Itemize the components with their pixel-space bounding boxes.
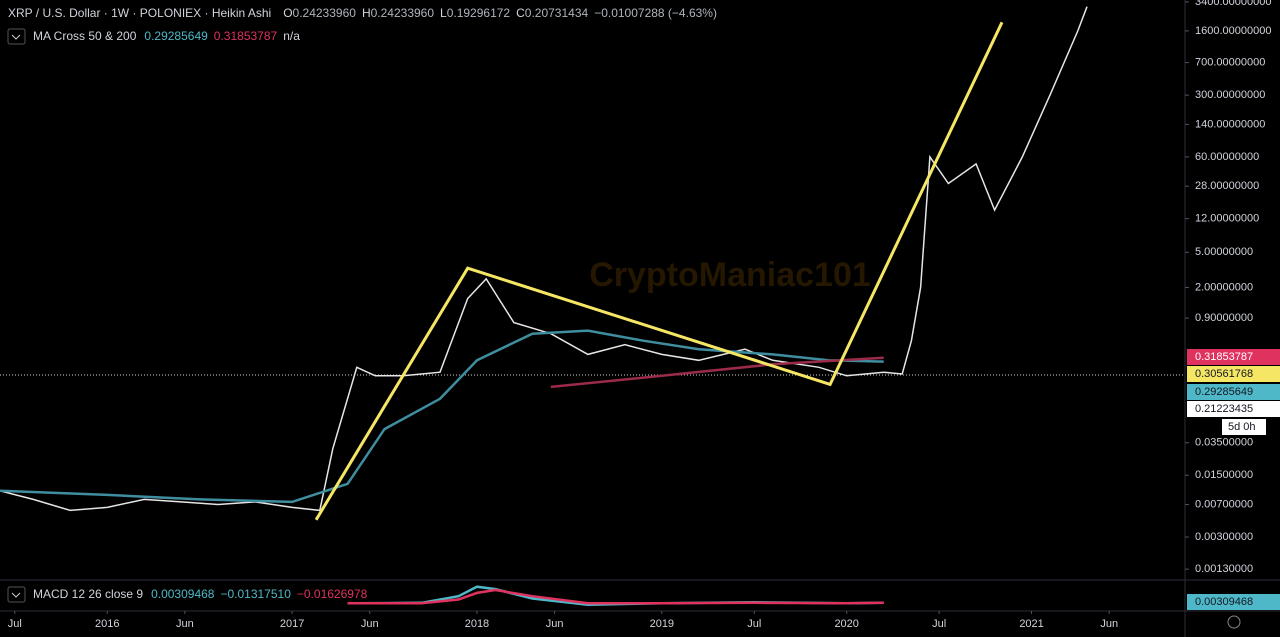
change: −0.01007288 (−4.63%) — [594, 6, 717, 20]
x-tick-label: 2019 — [650, 618, 674, 630]
chevron — [11, 34, 21, 40]
ohlc-key: H — [362, 6, 371, 20]
series-line — [0, 329, 884, 504]
x-tick-label: Jun — [1100, 618, 1118, 630]
x-tick-label: 2021 — [1019, 618, 1043, 630]
price-tag-label: 0.29285649 — [1195, 386, 1253, 398]
ohlc-value: 0.19296172 — [447, 6, 511, 20]
price-tag — [1187, 366, 1280, 382]
x-tick-label: Jun — [361, 618, 379, 630]
y-tick-label: 0.00700000 — [1195, 498, 1253, 510]
x-tick-label: Jul — [747, 618, 761, 630]
price-tag-label: 0.31853787 — [1195, 351, 1253, 363]
price-tag-label: 0.21223435 — [1195, 403, 1253, 415]
price-tag-label: 0.30561768 — [1195, 368, 1253, 380]
x-tick-label: 2017 — [280, 618, 304, 630]
series-line — [550, 356, 884, 389]
legend-value: 0.31853787 — [214, 29, 278, 43]
ohlc-value: 0.20731434 — [525, 6, 589, 20]
x-tick-label: Jul — [8, 618, 22, 630]
series-line — [0, 6, 1088, 512]
y-tick-label: 300.00000000 — [1195, 89, 1265, 101]
settings-icon[interactable] — [1227, 615, 1241, 629]
x-tick-label: 2020 — [834, 618, 858, 630]
chevron — [11, 592, 21, 598]
price-tag-label: 5d 0h — [1228, 421, 1256, 433]
legend-title: MACD 12 26 close 9 — [33, 587, 143, 601]
price-tag-label: 0.00309468 — [1195, 596, 1253, 608]
y-tick-label: 0.01500000 — [1195, 469, 1253, 481]
y-tick-label: 140.00000000 — [1195, 118, 1265, 130]
legend-value: 0.00309468 — [151, 587, 215, 601]
collapse-button[interactable] — [7, 28, 26, 45]
y-tick-label: 0.00130000 — [1195, 563, 1253, 575]
collapse-button[interactable] — [7, 586, 26, 603]
ohlc-value: 0.24233960 — [293, 6, 357, 20]
y-tick-label: 1600.00000000 — [1195, 25, 1271, 37]
y-tick-label: 3400.00000000 — [1195, 0, 1271, 8]
series-line — [347, 588, 884, 605]
price-tag — [1187, 349, 1280, 365]
legend-value: −0.01317510 — [220, 587, 291, 601]
ohlc-key: L — [440, 6, 447, 20]
y-tick-label: 0.00300000 — [1195, 531, 1253, 543]
x-tick-label: Jun — [176, 618, 194, 630]
legend-value: n/a — [283, 29, 300, 43]
price-axis: 3400.00000000 1600.00000000 700.00000000 30… — [8, 0, 1280, 630]
ohlc-key: C — [516, 6, 525, 20]
y-tick-label: 12.00000000 — [1195, 213, 1259, 225]
y-tick-label: 28.00000000 — [1195, 180, 1259, 192]
ohlc-key: O — [283, 6, 292, 20]
price-tag — [1187, 401, 1280, 417]
main-pane: CryptoManiac101 — [0, 6, 1088, 521]
series-line — [314, 21, 1004, 521]
macd-pane — [347, 585, 884, 606]
legend-title: MA Cross 50 & 200 — [33, 29, 137, 43]
ohlc-value: 0.24233960 — [371, 6, 435, 20]
x-tick-label: Jun — [546, 618, 564, 630]
price-tag — [1187, 384, 1280, 400]
x-tick-label: 2016 — [95, 618, 119, 630]
price-tag — [1187, 594, 1280, 610]
symbol-title: XRP / U.S. Dollar · 1W · POLONIEX · Heik… — [8, 6, 271, 20]
y-tick-label: 60.00000000 — [1195, 151, 1259, 163]
legend-value: −0.01626978 — [297, 587, 368, 601]
watermark: CryptoManiac101 — [589, 256, 871, 294]
y-tick-label: 0.03500000 — [1195, 437, 1253, 449]
x-tick-label: 2018 — [465, 618, 489, 630]
legend-value: 0.29285649 — [144, 29, 208, 43]
y-tick-label: 5.00000000 — [1195, 246, 1253, 258]
y-tick-label: 700.00000000 — [1195, 57, 1265, 69]
x-tick-label: Jul — [932, 618, 946, 630]
y-tick-label: 0.90000000 — [1195, 312, 1253, 324]
price-tag — [1222, 419, 1266, 435]
header: XRP / U.S. Dollar · 1W · POLONIEX · Heik… — [7, 6, 1241, 629]
y-tick-label: 2.00000000 — [1195, 281, 1253, 293]
